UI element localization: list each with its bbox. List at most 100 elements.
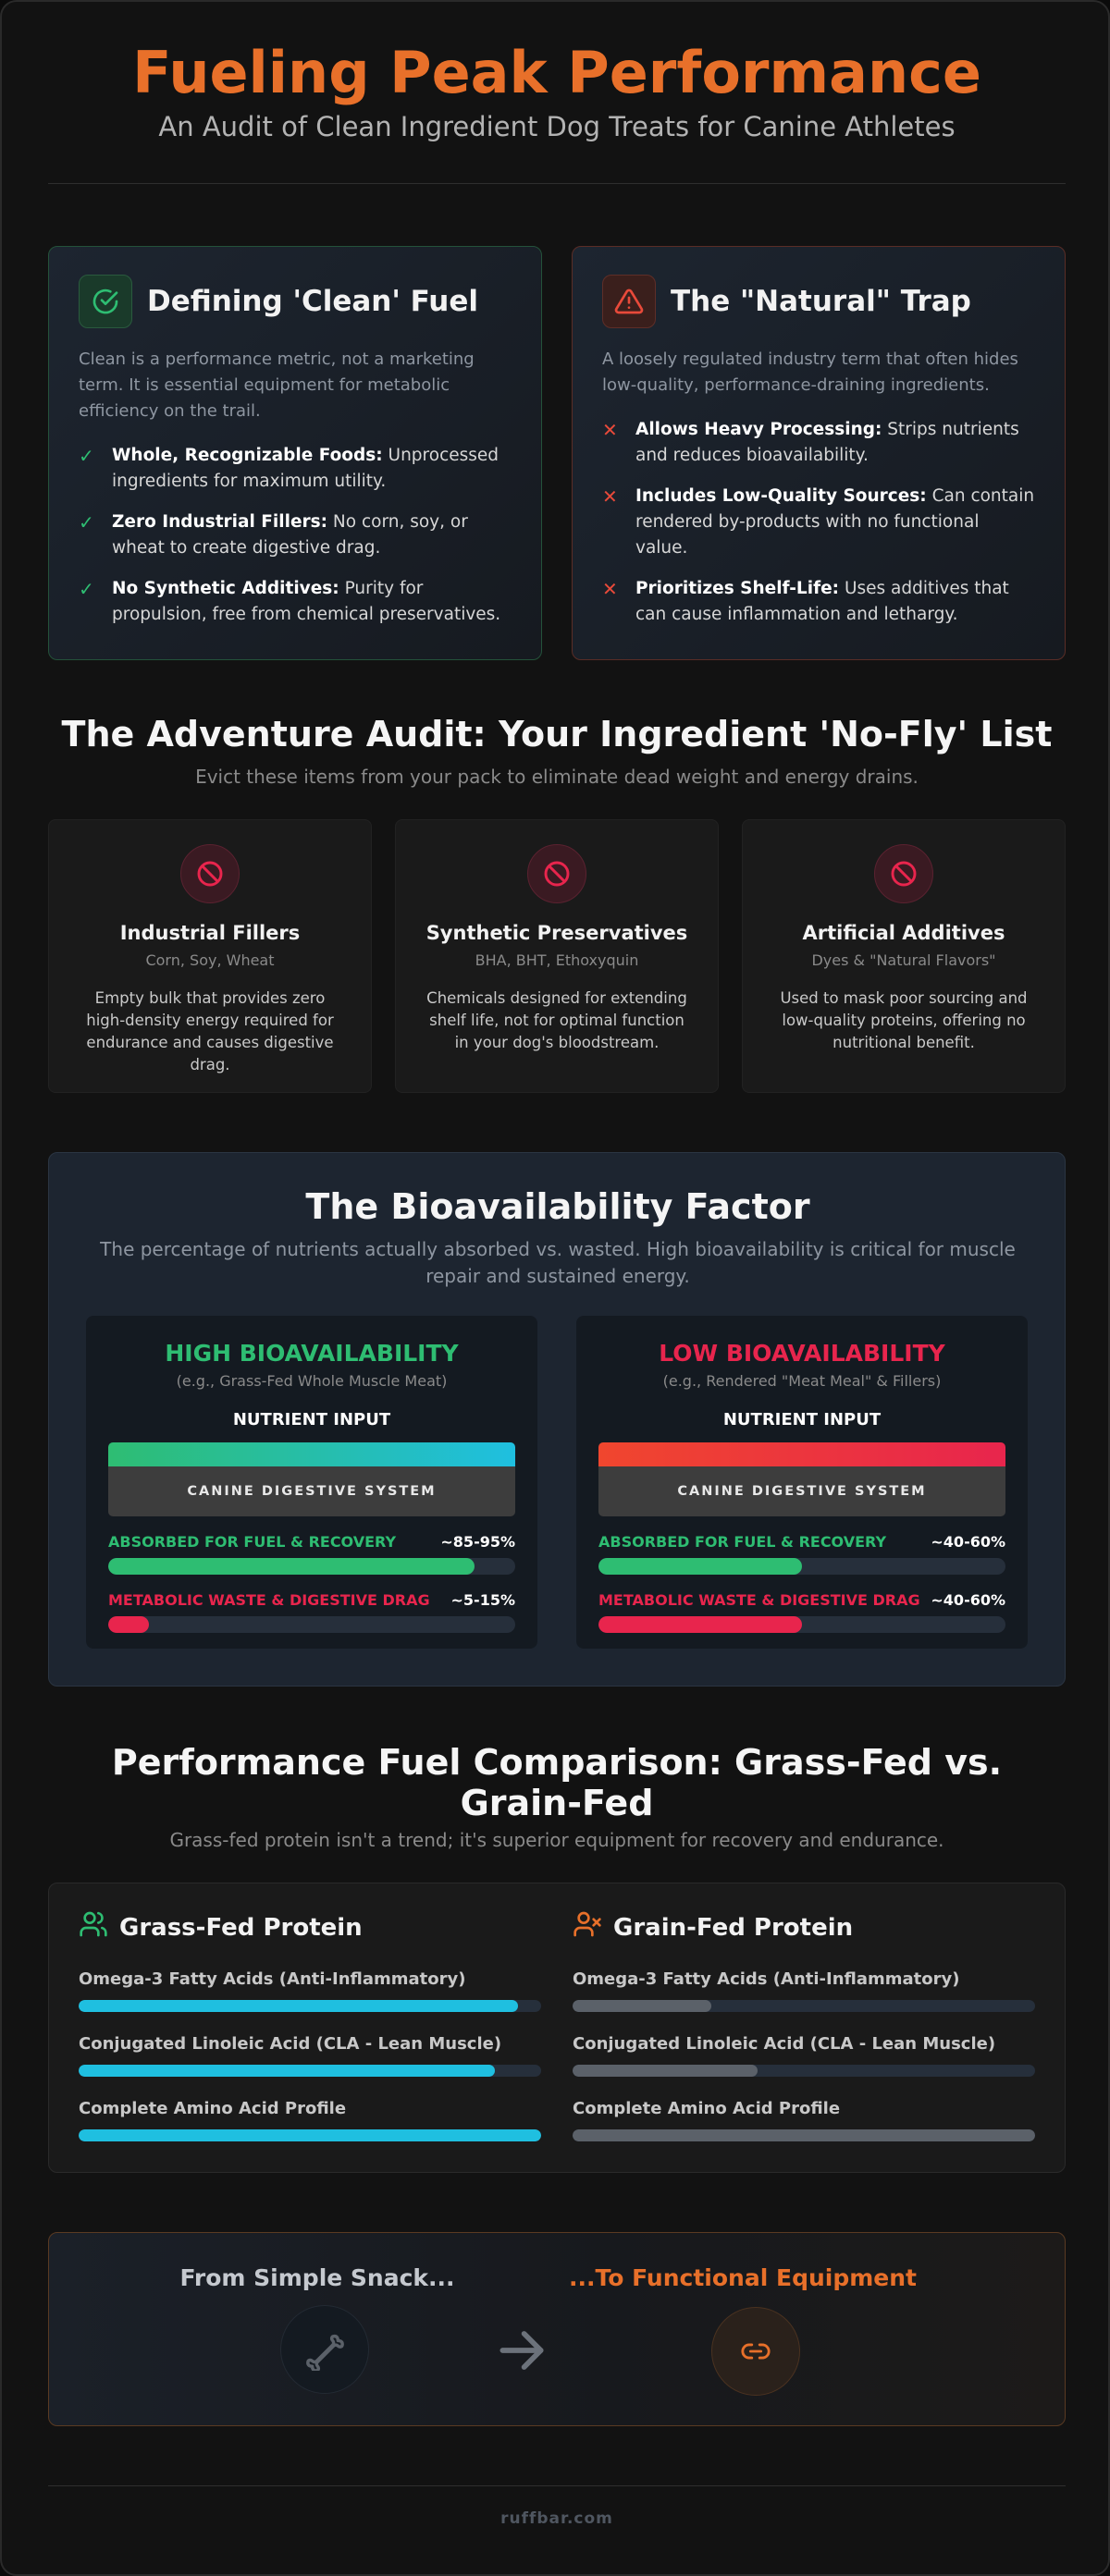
- metric-label: Complete Amino Acid Profile: [573, 2099, 841, 2118]
- metric-label: Omega-3 Fatty Acids (Anti-Inflammatory): [573, 1969, 960, 1989]
- x-icon: ✕: [602, 578, 618, 600]
- no-fly-description: Used to mask poor sourcing and low-quali…: [780, 989, 1028, 1051]
- list-item: ✓ Zero Industrial Fillers: No corn, soy, …: [79, 509, 512, 561]
- no-fly-title: Synthetic Preservatives: [426, 922, 688, 944]
- bio-title: The Bioavailability Factor: [305, 1186, 810, 1227]
- clean-card-title: Defining 'Clean' Fuel: [147, 285, 478, 318]
- comparison-title: Performance Fuel Comparison: Grass-Fed v…: [111, 1742, 1003, 1823]
- metric-label: Complete Amino Acid Profile: [79, 2099, 347, 2118]
- list-item: ✓ No Synthetic Additives: Purity for prop…: [79, 576, 512, 628]
- absorbed-fill: [598, 1558, 802, 1575]
- metric-track: [79, 2065, 541, 2077]
- absorbed-fill: [108, 1558, 475, 1575]
- nutrient-input-bar: [598, 1442, 1005, 1466]
- footer-site: ruffbar.com: [500, 2509, 613, 2528]
- waste-label: METABOLIC WASTE & DIGESTIVE DRAG: [598, 1591, 920, 1609]
- waste-fill: [598, 1616, 802, 1633]
- low-bio-card: LOW BIOAVAILABILITY (e.g., Rendered "Mea…: [576, 1316, 1028, 1649]
- metric-label: Conjugated Linoleic Acid (CLA - Lean Mus…: [79, 2034, 502, 2054]
- check-icon: ✓: [79, 445, 94, 467]
- no-fly-description: Chemicals designed for extending shelf l…: [426, 989, 687, 1051]
- high-bio-heading: HIGH BIOAVAILABILITY: [165, 1340, 459, 1367]
- grass-fed-column: Grass-Fed Protein Omega-3 Fatty Acids (A…: [79, 1909, 541, 2164]
- metric-fill: [573, 2129, 1035, 2141]
- no-fly-card: Synthetic Preservatives BHA, BHT, Ethoxy…: [395, 819, 719, 1093]
- metric-fill: [79, 2000, 518, 2012]
- absorbed-track: [598, 1558, 1005, 1575]
- digestive-system-box: CANINE DIGESTIVE SYSTEM: [108, 1466, 515, 1516]
- high-bio-example: (e.g., Grass-Fed Whole Muscle Meat): [176, 1372, 448, 1390]
- metric-track: [79, 2000, 541, 2012]
- list-item: ✓ Whole, Recognizable Foods: Unprocessed …: [79, 443, 512, 495]
- no-fly-examples: Dyes & "Natural Flavors": [811, 951, 996, 969]
- absorbed-label: ABSORBED FOR FUEL & RECOVERY: [108, 1533, 397, 1551]
- arrow-right-icon: [493, 2322, 550, 2383]
- check-icon: ✓: [79, 511, 94, 534]
- bone-icon: [280, 2305, 369, 2394]
- natural-trap-card: The "Natural" Trap A loosely regulated i…: [572, 246, 1066, 660]
- metric-label: Conjugated Linoleic Acid (CLA - Lean Mus…: [573, 2034, 996, 2054]
- absorbed-label: ABSORBED FOR FUEL & RECOVERY: [598, 1533, 887, 1551]
- no-fly-examples: Corn, Soy, Wheat: [145, 951, 275, 969]
- user-x-icon: [573, 1909, 602, 1945]
- snack-to-equipment-panel: From Simple Snack... ...To Functional Eq…: [48, 2232, 1066, 2426]
- absorbed-percent: ~40-60%: [931, 1533, 1005, 1551]
- trap-card-intro: A loosely regulated industry term that o…: [602, 350, 1018, 395]
- ban-icon: [180, 844, 240, 903]
- metric-label: Omega-3 Fatty Acids (Anti-Inflammatory): [79, 1969, 466, 1989]
- waste-label: METABOLIC WASTE & DIGESTIVE DRAG: [108, 1591, 430, 1609]
- divider: [48, 2485, 1066, 2486]
- page-title: Fueling Peak Performance: [132, 39, 981, 106]
- nutrient-input-label: NUTRIENT INPUT: [232, 1410, 391, 1429]
- comparison-subtitle: Grass-fed protein isn't a trend; it's su…: [169, 1829, 944, 1851]
- waste-percent: ~5-15%: [450, 1591, 515, 1609]
- warning-triangle-icon: [602, 275, 656, 328]
- no-fly-title: Artificial Additives: [802, 922, 1005, 944]
- check-icon: ✓: [79, 578, 94, 600]
- trap-card-title: The "Natural" Trap: [671, 285, 971, 318]
- list-item: ✕ Includes Low-Quality Sources: Can conta…: [602, 484, 1035, 561]
- no-fly-examples: BHA, BHT, Ethoxyquin: [475, 951, 639, 969]
- grass-fed-heading: Grass-Fed Protein: [119, 1913, 363, 1942]
- divider: [48, 183, 1066, 184]
- absorbed-track: [108, 1558, 515, 1575]
- audit-title: The Adventure Audit: Your Ingredient 'No…: [61, 714, 1053, 754]
- no-fly-title: Industrial Fillers: [119, 922, 301, 944]
- metric-fill: [573, 2000, 711, 2012]
- waste-percent: ~40-60%: [931, 1591, 1005, 1609]
- metric-fill: [79, 2129, 541, 2141]
- bio-description: The percentage of nutrients actually abs…: [100, 1238, 1016, 1287]
- ban-icon: [527, 844, 586, 903]
- bioavailability-panel: The Bioavailability Factor The percentag…: [48, 1152, 1066, 1687]
- metric-track: [573, 2000, 1035, 2012]
- waste-track: [598, 1616, 1005, 1633]
- metric-fill: [573, 2065, 758, 2077]
- digestive-system-box: CANINE DIGESTIVE SYSTEM: [598, 1466, 1005, 1516]
- ban-icon: [874, 844, 933, 903]
- nutrient-input-bar: [108, 1442, 515, 1466]
- metric-fill: [79, 2065, 495, 2077]
- audit-subtitle: Evict these items from your pack to elim…: [195, 766, 919, 788]
- no-fly-card: Industrial Fillers Corn, Soy, Wheat Empt…: [48, 819, 372, 1093]
- low-bio-example: (e.g., Rendered "Meat Meal" & Fillers): [662, 1372, 942, 1390]
- metric-track: [573, 2129, 1035, 2141]
- no-fly-description: Empty bulk that provides zero high-densi…: [86, 989, 334, 1073]
- from-snack-label: From Simple Snack...: [179, 2264, 455, 2291]
- grain-fed-heading: Grain-Fed Protein: [613, 1913, 854, 1942]
- x-icon: ✕: [602, 419, 618, 441]
- waste-fill: [108, 1616, 149, 1633]
- metric-track: [573, 2065, 1035, 2077]
- grain-fed-column: Grain-Fed Protein Omega-3 Fatty Acids (A…: [573, 1909, 1035, 2164]
- to-equipment-label: ...To Functional Equipment: [569, 2264, 917, 2291]
- x-icon: ✕: [602, 485, 618, 508]
- list-item: ✕ Prioritizes Shelf-Life: Uses additives …: [602, 576, 1035, 628]
- list-item: ✕ Allows Heavy Processing: Strips nutrien…: [602, 417, 1035, 469]
- chain-link-icon: [711, 2307, 800, 2396]
- waste-track: [108, 1616, 515, 1633]
- high-bio-card: HIGH BIOAVAILABILITY (e.g., Grass-Fed Wh…: [86, 1316, 537, 1649]
- metric-track: [79, 2129, 541, 2141]
- clean-fuel-card: Defining 'Clean' Fuel Clean is a perform…: [48, 246, 542, 660]
- comparison-panel: Grass-Fed Protein Omega-3 Fatty Acids (A…: [48, 1883, 1066, 2173]
- clean-card-intro: Clean is a performance metric, not a mar…: [79, 350, 475, 421]
